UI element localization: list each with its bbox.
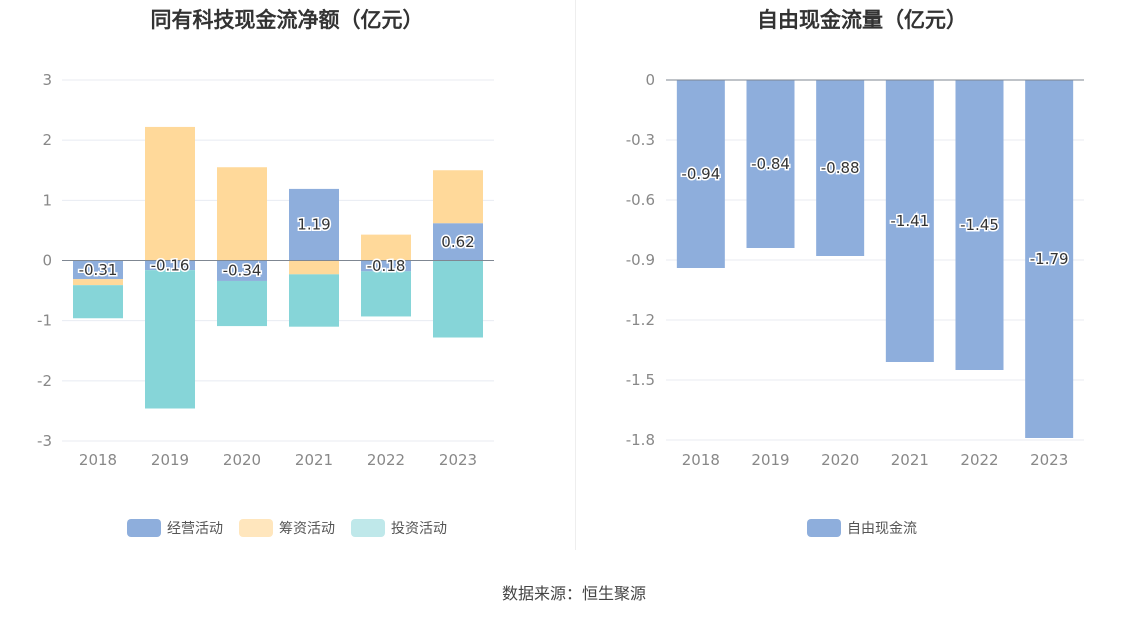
bar-2021-series-0 bbox=[289, 188, 339, 261]
bar-2020-series-1 bbox=[217, 167, 267, 261]
bar-2022-series-0 bbox=[361, 260, 411, 272]
y-tick-label: 0 bbox=[645, 71, 655, 89]
y-tick-label: -3 bbox=[37, 432, 52, 450]
bar-2020-series-0 bbox=[217, 260, 267, 281]
bar-2021-series-1 bbox=[289, 260, 339, 275]
cashflow-chart-panel: 同有科技现金流净额（亿元） 3 2 1 0 -1 -2 -3 2018 2019 2020 2021… bbox=[0, 0, 574, 560]
data-label-2018: -0.94 bbox=[681, 165, 720, 183]
y-tick-label: -0.6 bbox=[626, 191, 655, 209]
y-tick-label: -1.2 bbox=[626, 311, 655, 329]
x-tick-label: 2022 bbox=[960, 451, 998, 469]
bar-2020-series-0 bbox=[816, 80, 865, 256]
y-tick-label: -1.8 bbox=[626, 431, 655, 449]
bar-2019-series-1 bbox=[145, 126, 195, 261]
free-cashflow-chart: 0 -0.3 -0.6 -0.9 -1.2 -1.5 -1.8 2018 2019 2020 202… bbox=[626, 71, 1084, 469]
panel-divider bbox=[575, 0, 576, 550]
bar-2018-series-2 bbox=[73, 285, 123, 319]
free-cashflow-chart-title: 自由现金流量（亿元） bbox=[757, 8, 967, 32]
bar-2023-series-0 bbox=[1025, 80, 1074, 438]
data-label-2021: 1.19 bbox=[297, 216, 330, 234]
cashflow-chart-title: 同有科技现金流净额（亿元） bbox=[150, 8, 424, 32]
legend-swatch-operating bbox=[127, 519, 161, 537]
y-tick-label: 3 bbox=[42, 71, 52, 89]
bar-2023-series-0 bbox=[433, 223, 483, 261]
cashflow-legend: 经营活动 筹资活动 投资活动 bbox=[0, 518, 574, 538]
x-tick-label: 2020 bbox=[821, 451, 859, 469]
legend-label-operating: 经营活动 bbox=[167, 521, 223, 537]
x-tick-label: 2021 bbox=[891, 451, 929, 469]
x-tick-label: 2018 bbox=[682, 451, 720, 469]
free-cashflow-chart-panel: 自由现金流量（亿元） 0 -0.3 -0.6 -0.9 -1.2 -1.5 -1.8 2018… bbox=[576, 0, 1148, 560]
bar-2022-series-0 bbox=[955, 80, 1004, 370]
legend-label-financing: 筹资活动 bbox=[279, 521, 335, 537]
data-label-2020: -0.34 bbox=[223, 262, 262, 280]
data-label-2022: -0.18 bbox=[367, 257, 406, 275]
x-tick-label: 2022 bbox=[367, 451, 405, 469]
x-tick-label: 2020 bbox=[223, 451, 261, 469]
x-tick-label: 2023 bbox=[439, 451, 477, 469]
legend-item-free-cashflow[interactable]: 自由现金流 bbox=[807, 518, 917, 538]
x-tick-label: 2018 bbox=[79, 451, 117, 469]
bar-2019-series-0 bbox=[145, 260, 195, 271]
data-label-2018: -0.31 bbox=[79, 261, 118, 279]
legend-swatch-free-cashflow bbox=[807, 519, 841, 537]
y-tick-label: 1 bbox=[42, 191, 52, 209]
legend-item-investing[interactable]: 投资活动 bbox=[351, 518, 447, 538]
y-tick-label: -1.5 bbox=[626, 371, 655, 389]
data-label-2021: -1.41 bbox=[890, 212, 929, 230]
bar-2022-series-2 bbox=[361, 271, 411, 317]
y-tick-label: -2 bbox=[37, 372, 52, 390]
bar-2019-series-0 bbox=[746, 80, 795, 248]
legend-item-financing[interactable]: 筹资活动 bbox=[239, 518, 335, 538]
legend-swatch-investing bbox=[351, 519, 385, 537]
data-label-2023: 0.62 bbox=[441, 233, 474, 251]
data-label-2019: -0.16 bbox=[151, 256, 190, 274]
bar-2023-series-1 bbox=[433, 170, 483, 224]
cashflow-chart: 3 2 1 0 -1 -2 -3 2018 2019 2020 2021 2022 2023 -0.31 -… bbox=[37, 71, 494, 469]
bar-2021-series-2 bbox=[289, 274, 339, 327]
data-label-2019: -0.84 bbox=[751, 155, 790, 173]
x-tick-label: 2019 bbox=[151, 451, 189, 469]
x-tick-label: 2023 bbox=[1030, 451, 1068, 469]
bar-2018-series-0 bbox=[73, 260, 123, 280]
bar-2019-series-2 bbox=[145, 270, 195, 409]
y-tick-label: 2 bbox=[42, 131, 52, 149]
data-label-2022: -1.45 bbox=[960, 216, 999, 234]
data-label-2020: -0.88 bbox=[821, 159, 860, 177]
y-tick-label: -0.9 bbox=[626, 251, 655, 269]
bar-2022-series-1 bbox=[361, 234, 411, 261]
free-cashflow-legend: 自由现金流 bbox=[576, 518, 1148, 538]
bar-2021-series-0 bbox=[885, 80, 934, 362]
y-tick-label: -0.3 bbox=[626, 131, 655, 149]
bar-2020-series-2 bbox=[217, 280, 267, 327]
legend-label-free-cashflow: 自由现金流 bbox=[847, 521, 917, 537]
data-source-note: 数据来源：恒生聚源 bbox=[501, 584, 646, 603]
bar-2018-series-1 bbox=[73, 279, 123, 286]
data-label-2023: -1.79 bbox=[1030, 250, 1069, 268]
bar-2018-series-0 bbox=[676, 80, 725, 268]
bar-2023-series-2 bbox=[433, 260, 483, 338]
legend-label-investing: 投资活动 bbox=[391, 521, 447, 537]
x-tick-label: 2021 bbox=[295, 451, 333, 469]
legend-item-operating[interactable]: 经营活动 bbox=[127, 518, 223, 538]
legend-swatch-financing bbox=[239, 519, 273, 537]
x-tick-label: 2019 bbox=[751, 451, 789, 469]
y-tick-label: 0 bbox=[42, 252, 52, 270]
y-tick-label: -1 bbox=[37, 312, 52, 330]
